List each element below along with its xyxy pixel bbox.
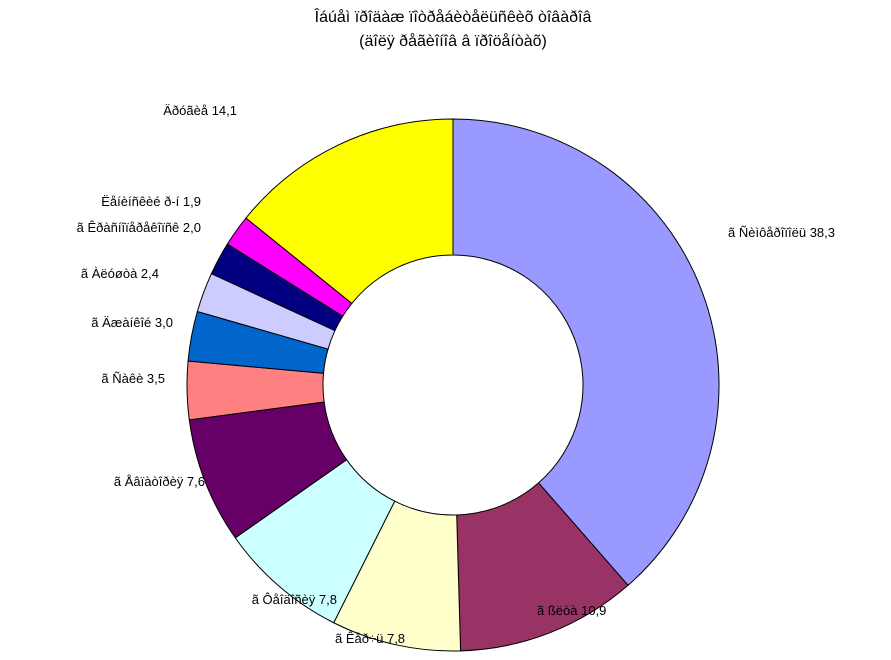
slice-category: ã ßëòà (537, 603, 578, 618)
slice-label: ã Åâïàòîðèÿ 7,6 (114, 474, 205, 489)
slice-value: 7,6 (187, 474, 205, 489)
slice-category: Ëåíèíñêèé ð-í (101, 194, 179, 209)
slice-label: Ëåíèíñêèé ð-í 1,9 (101, 194, 201, 209)
slice-label: ã Àëóøòà 2,4 (81, 266, 159, 281)
slice-label: ã Êåð÷ü 7,8 (335, 631, 405, 646)
slice-label: ã ßëòà 10,9 (537, 603, 606, 618)
slice-value: 10,9 (581, 603, 606, 618)
slice-label: ã Äæàíêîé 3,0 (91, 315, 173, 330)
slice-label: ã Ôåîäîñèÿ 7,8 (252, 592, 337, 607)
slice-category: ã Êðàñíîïåðåêîïñê (77, 220, 180, 235)
slice-value: 2,0 (183, 220, 201, 235)
slice-category: Äðóãèå (163, 103, 209, 118)
slice-value: 7,8 (319, 592, 337, 607)
chart-title: Îáúåì ïðîäàæ ïîòðåáèòåëüñêèõ òîâàðîâ (314, 7, 592, 26)
slice-value: 3,0 (155, 315, 173, 330)
slice-category: ã Àëóøòà (81, 266, 138, 281)
slice-label: ã Ñèìôåðîïîëü 38,3 (728, 225, 835, 240)
slice-category: ã Åâïàòîðèÿ (114, 474, 184, 489)
slice-label: ã Ñàêè 3,5 (101, 371, 165, 386)
slice-value: 1,9 (183, 194, 201, 209)
slice-category: ã Êåð÷ü (335, 631, 383, 646)
slice-category: ã Ñàêè (101, 371, 143, 386)
slice-label: ã Êðàñíîïåðåêîïñê 2,0 (77, 220, 201, 235)
slice-value: 2,4 (141, 266, 159, 281)
slice-value: 7,8 (387, 631, 405, 646)
slice-value: 14,1 (212, 103, 237, 118)
chart-subtitle: (äîëÿ ðåãèîíîâ â ïðîöåíòàõ) (359, 32, 547, 50)
slice-value: 38,3 (810, 225, 835, 240)
slice-label: Äðóãèå 14,1 (163, 103, 237, 118)
donut-slice (452, 118, 720, 587)
slice-category: ã Ñèìôåðîïîëü (728, 225, 806, 240)
slice-value: 3,5 (147, 371, 165, 386)
slice-category: ã Äæàíêîé (91, 315, 151, 330)
donut-slice (245, 118, 454, 305)
slice-category: ã Ôåîäîñèÿ (252, 592, 316, 607)
